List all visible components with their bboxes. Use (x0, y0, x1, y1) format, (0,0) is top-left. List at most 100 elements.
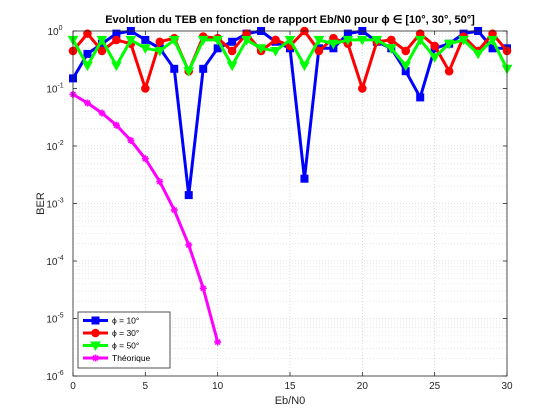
data-point-triangle (270, 46, 281, 57)
asterisk-stroke (142, 155, 149, 162)
data-point-circle (97, 46, 107, 56)
data-point-circle (401, 46, 411, 56)
data-point-triangle (400, 61, 412, 72)
data-point-triangle (96, 35, 108, 46)
data-point-triangle (82, 61, 93, 72)
asterisk-stroke (84, 99, 91, 106)
data-point-square (199, 64, 208, 73)
data-point-asterisk (127, 136, 135, 144)
data-point-triangle (472, 49, 484, 60)
x-tick-label: 0 (70, 381, 76, 392)
data-point-triangle (197, 35, 209, 46)
x-tick-label: 10 (212, 381, 224, 392)
chart-title: Evolution du TEB en fonction de rapport … (105, 14, 475, 26)
data-point-asterisk (214, 338, 222, 346)
ticks: 10-6 10-5 10-4 10-3 10-2 10-1 100 0 5 10 15 20 25 30 (46, 25, 513, 392)
data-point-triangle (313, 35, 325, 46)
data-point-triangle (299, 61, 310, 72)
data-point-triangle (342, 35, 354, 46)
data-point-triangle (255, 44, 267, 54)
data-point-circle (314, 46, 324, 56)
data-point-circle (227, 46, 237, 56)
asterisk-stroke (156, 178, 163, 185)
x-tick-label: 5 (143, 381, 149, 392)
data-point-triangle (328, 39, 339, 50)
data-point-circle (386, 35, 396, 45)
data-point-triangle (371, 35, 383, 46)
data-point-circle (358, 84, 367, 93)
asterisk-stroke (127, 137, 134, 144)
y-tick-label: 10-4 (46, 255, 63, 268)
x-tick-label: 30 (501, 381, 513, 392)
data-point-square (416, 93, 425, 102)
data-point-asterisk (98, 109, 106, 117)
data-point-circle (112, 35, 121, 45)
data-point-triangle (125, 35, 137, 46)
data-point-triangle (212, 35, 224, 46)
legend-label: ϕ = 50° (112, 341, 139, 351)
data-point-triangle (458, 35, 469, 46)
data-point-asterisk (199, 284, 207, 292)
data-point-triangle (154, 46, 166, 57)
data-point-triangle (414, 35, 426, 46)
data-point-square (170, 64, 179, 73)
data-point-square (228, 37, 237, 46)
data-point-circle (444, 66, 454, 76)
legend-entry: ϕ = 10° (83, 316, 139, 326)
asterisk-stroke (98, 109, 105, 117)
asterisk-stroke (171, 207, 178, 214)
data-point-triangle (284, 35, 296, 46)
data-point-triangle (385, 44, 397, 54)
data-point-square (83, 49, 92, 58)
asterisk-stroke (185, 241, 192, 248)
data-point-square (91, 316, 100, 325)
y-tick-label: 10-3 (46, 198, 63, 211)
asterisk-stroke (214, 338, 221, 346)
data-point-asterisk (92, 354, 99, 362)
data-point-asterisk (185, 241, 193, 249)
y-axis-label: BER (35, 192, 47, 215)
legend-label: Théorique (112, 353, 151, 363)
data-point-triangle (443, 39, 455, 50)
data-point-asterisk (156, 178, 164, 186)
data-point-triangle (429, 53, 441, 63)
x-tick-label: 20 (357, 381, 369, 392)
data-point-circle (91, 328, 100, 338)
legend-entry: ϕ = 30° (83, 328, 139, 338)
legend-entry: ϕ = 50° (83, 341, 139, 352)
data-point-circle (83, 29, 92, 38)
x-tick-label: 25 (429, 381, 441, 392)
y-tick-label: 10-2 (46, 140, 63, 153)
data-point-asterisk (83, 99, 91, 107)
data-point-triangle (168, 35, 180, 46)
legend: ϕ = 10° ϕ = 30° ϕ = 50° Théorique (77, 311, 171, 369)
data-point-square (184, 191, 193, 200)
legend-label: ϕ = 30° (112, 328, 139, 338)
legend-label: ϕ = 10° (112, 316, 139, 326)
data-point-triangle (487, 35, 498, 46)
data-point-square (141, 35, 150, 44)
data-point-circle (271, 35, 280, 45)
data-point-triangle (183, 67, 195, 77)
data-point-circle (155, 37, 165, 47)
data-point-circle (141, 84, 150, 93)
x-tick-label: 15 (284, 381, 296, 392)
asterisk-stroke (200, 285, 207, 292)
y-tick-label: 10-5 (46, 313, 63, 326)
y-tick-label: 10-1 (46, 83, 63, 96)
y-tick-label: 10-6 (46, 370, 63, 383)
data-point-asterisk (141, 155, 149, 163)
x-axis-label: Eb/N0 (275, 395, 306, 407)
data-point-asterisk (170, 206, 178, 214)
data-point-triangle (226, 61, 238, 72)
asterisk-stroke (92, 354, 99, 362)
data-point-asterisk (112, 121, 120, 129)
data-point-triangle (90, 341, 101, 352)
data-point-triangle (111, 61, 122, 72)
y-tick-label: 100 (47, 25, 62, 38)
data-point-circle (430, 41, 439, 51)
asterisk-stroke (113, 122, 120, 129)
data-point-triangle (139, 44, 151, 54)
data-point-triangle (356, 35, 368, 46)
